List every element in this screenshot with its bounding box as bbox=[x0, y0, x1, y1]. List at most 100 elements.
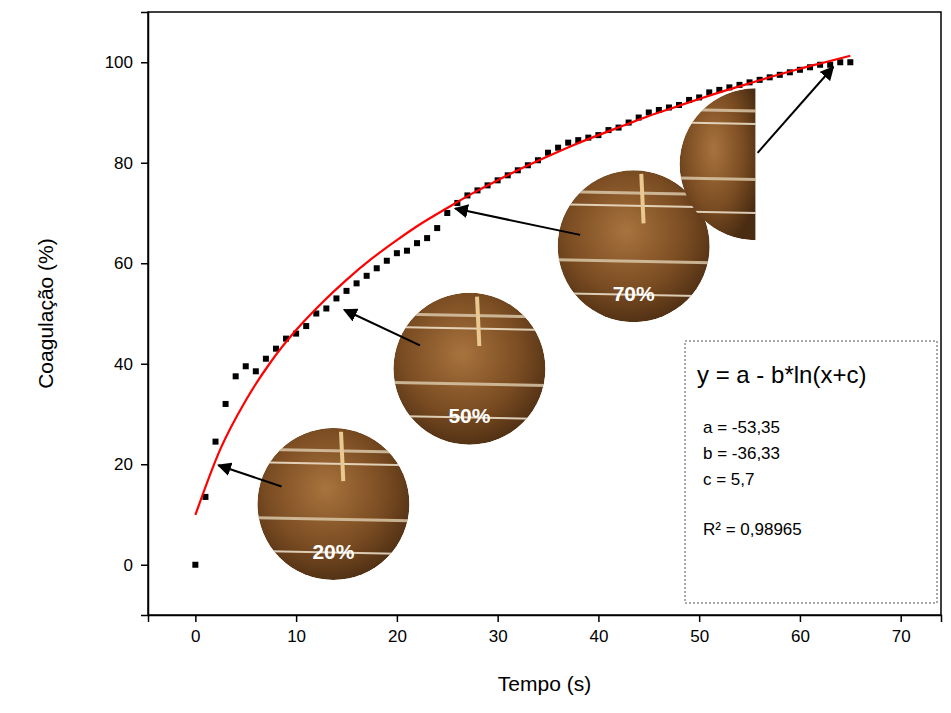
inset-mark bbox=[341, 432, 343, 481]
data-point bbox=[364, 273, 370, 279]
inset-photo bbox=[680, 88, 832, 240]
y-axis: 0 20 40 60 80 100 bbox=[105, 13, 149, 616]
y-tick: 80 bbox=[114, 154, 148, 173]
fit-parameter: R² = 0,98965 bbox=[703, 520, 802, 539]
y-tick-label: 40 bbox=[114, 355, 133, 374]
inset-stripe bbox=[257, 518, 409, 521]
x-tick-label: 60 bbox=[791, 627, 810, 646]
data-point bbox=[384, 258, 390, 264]
x-tick-label: 0 bbox=[191, 627, 200, 646]
data-point bbox=[243, 363, 249, 369]
y-tick-mark bbox=[141, 464, 148, 466]
inset-label: 50% bbox=[448, 404, 490, 427]
x-tick-label: 50 bbox=[690, 627, 709, 646]
x-tick: 30 bbox=[489, 615, 508, 646]
y-tick-label: 100 bbox=[105, 53, 133, 72]
x-tick-mark bbox=[397, 615, 399, 622]
x-axis-title: Tempo (s) bbox=[498, 672, 591, 695]
equation: y = a - b*ln(x+c) bbox=[697, 361, 866, 388]
inset-label: 70% bbox=[613, 282, 655, 305]
x-tick-label: 40 bbox=[589, 627, 608, 646]
fit-parameter: b = -36,33 bbox=[703, 444, 780, 463]
y-tick-label: 80 bbox=[114, 154, 133, 173]
x-tick-mark bbox=[699, 615, 701, 622]
inset-stripe bbox=[558, 204, 710, 207]
equation-box: y = a - b*ln(x+c) a = -53,35 b = -36,33 c =… bbox=[685, 341, 937, 603]
data-point bbox=[414, 240, 420, 246]
fit-curve bbox=[195, 56, 850, 515]
inset-background bbox=[393, 293, 545, 445]
data-point bbox=[333, 295, 339, 301]
inset-label: 20% bbox=[312, 540, 354, 563]
y-tick-mark bbox=[141, 565, 148, 567]
arrow bbox=[758, 67, 834, 153]
data-point bbox=[847, 59, 853, 65]
x-axis-line bbox=[149, 616, 942, 623]
y-tick: 40 bbox=[114, 355, 148, 374]
inset-stripe bbox=[393, 314, 545, 317]
fit-parameter: a = -53,35 bbox=[703, 418, 780, 437]
inset-background bbox=[257, 428, 409, 580]
inset-mark bbox=[477, 297, 479, 346]
chart: 0 10 20 30 40 50 60 70 0 20 40 60 80 100 Tempo (s) Coag… bbox=[0, 0, 951, 713]
inset-stripe bbox=[680, 211, 832, 214]
y-tick: 60 bbox=[114, 254, 148, 273]
data-point bbox=[223, 401, 229, 407]
x-tick-label: 20 bbox=[388, 627, 407, 646]
y-tick-mark bbox=[141, 263, 148, 265]
data-point bbox=[253, 368, 259, 374]
equation-box-frame bbox=[685, 341, 937, 603]
inset-stripe bbox=[558, 260, 710, 263]
x-tick-mark bbox=[900, 615, 902, 622]
data-point bbox=[323, 305, 329, 311]
y-tick-label: 0 bbox=[124, 556, 133, 575]
data-point bbox=[565, 140, 571, 146]
y-tick: 0 bbox=[124, 556, 148, 575]
data-point bbox=[837, 59, 843, 65]
x-tick: 70 bbox=[892, 615, 911, 646]
fit-parameter: c = 5,7 bbox=[703, 470, 755, 489]
data-point bbox=[354, 280, 360, 286]
x-tick: 20 bbox=[388, 615, 407, 646]
data-point bbox=[263, 356, 269, 362]
y-axis-title: Coagulação (%) bbox=[34, 238, 57, 389]
arrow bbox=[218, 465, 281, 486]
inset-stripe bbox=[680, 178, 832, 181]
x-tick: 60 bbox=[791, 615, 810, 646]
arrow bbox=[344, 310, 420, 346]
y-tick-mark bbox=[141, 62, 148, 64]
data-point bbox=[233, 373, 239, 379]
inset-stripe bbox=[257, 449, 409, 452]
x-tick-label: 70 bbox=[892, 627, 911, 646]
inset-stripe bbox=[393, 327, 545, 330]
data-point bbox=[192, 562, 198, 568]
x-axis: 0 10 20 30 40 50 60 70 bbox=[149, 615, 942, 646]
data-point bbox=[213, 439, 219, 445]
x-tick: 40 bbox=[589, 615, 608, 646]
y-tick: 100 bbox=[105, 53, 148, 72]
y-tick-label: 60 bbox=[114, 254, 133, 273]
inset-mark bbox=[641, 174, 643, 223]
inset-stripe bbox=[257, 462, 409, 465]
inset-labels: 20% 50% 70% bbox=[312, 282, 655, 563]
x-tick-mark bbox=[598, 615, 600, 622]
data-point bbox=[404, 248, 410, 254]
data-point bbox=[434, 225, 440, 231]
data-point bbox=[344, 288, 350, 294]
data-point bbox=[303, 323, 309, 329]
y-axis-line bbox=[141, 13, 149, 616]
y-tick-label: 20 bbox=[114, 455, 133, 474]
x-tick-mark bbox=[296, 615, 298, 622]
x-tick: 0 bbox=[191, 615, 200, 646]
y-tick-mark bbox=[141, 364, 148, 366]
x-tick-label: 10 bbox=[287, 627, 306, 646]
arrow bbox=[455, 209, 580, 235]
y-tick-mark bbox=[141, 163, 148, 165]
plot-frame bbox=[148, 12, 941, 615]
inset-stripe bbox=[680, 110, 832, 113]
x-tick-mark bbox=[497, 615, 499, 622]
x-tick: 10 bbox=[287, 615, 306, 646]
inset-photo bbox=[257, 428, 409, 580]
data-point bbox=[424, 235, 430, 241]
data-point bbox=[827, 62, 833, 68]
